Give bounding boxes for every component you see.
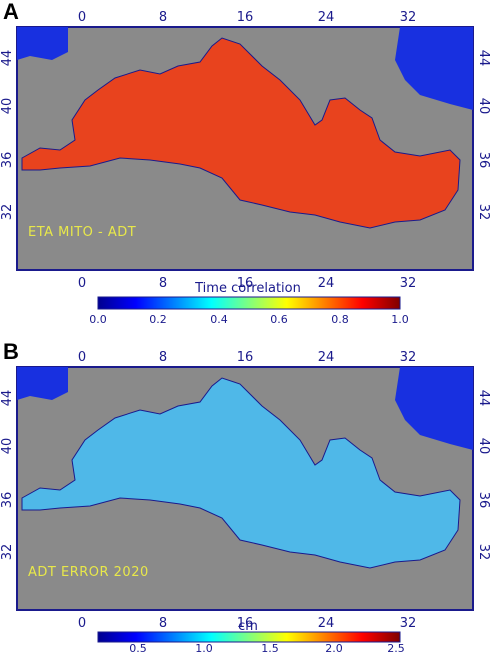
lat-tick: 32	[476, 204, 491, 221]
colorbar-tick: 2.5	[387, 642, 405, 653]
lon-tick: 24	[318, 350, 335, 365]
lat-ticks-right-a: 44 40 36 32	[476, 50, 491, 221]
lat-tick: 36	[476, 152, 491, 169]
lon-tick: 16	[237, 10, 254, 25]
lat-tick: 44	[0, 390, 15, 407]
colorbar-tick: 0.6	[270, 313, 288, 326]
lon-ticks-top-b: 0 8 16 24 32	[78, 350, 416, 365]
lat-tick: 32	[0, 544, 15, 561]
lat-tick: 44	[476, 50, 491, 67]
black-sea-b	[395, 367, 473, 450]
lon-tick: 0	[78, 350, 86, 365]
panel-b: B	[0, 339, 491, 653]
lat-tick: 40	[476, 438, 491, 455]
colorbar-b: cm 0.5 1.0 1.5 2.0 2.5	[97, 619, 405, 653]
colorbar-tick: 0.2	[149, 313, 167, 326]
colorbar-title-a: Time correlation	[194, 281, 301, 296]
panel-letter-b: B	[3, 339, 19, 364]
lon-tick: 32	[400, 350, 417, 365]
lon-ticks-top-a: 0 8 16 24 32	[78, 10, 416, 25]
lon-tick: 16	[237, 276, 254, 291]
colorbar-title-b: cm	[238, 619, 258, 634]
lon-tick: 0	[78, 616, 86, 631]
lat-tick: 36	[0, 152, 15, 169]
lon-tick: 32	[400, 10, 417, 25]
atlantic-patch-a	[17, 27, 68, 60]
lon-tick: 24	[318, 276, 335, 291]
lon-tick: 8	[159, 616, 167, 631]
colorbar-tick: 1.0	[391, 313, 409, 326]
inset-label-a: ETA MITO - ADT	[28, 225, 136, 240]
lat-tick: 40	[476, 98, 491, 115]
colorbar-tick: 1.5	[261, 642, 279, 653]
colorbar-tick: 0.0	[89, 313, 107, 326]
lat-tick: 36	[0, 492, 15, 509]
panel-letter-a: A	[3, 0, 19, 24]
lon-tick: 32	[400, 276, 417, 291]
colorbar-a: Time correlation 0.0 0.2 0.4 0.6 0.8 1.0	[89, 281, 409, 326]
lon-tick: 0	[78, 276, 86, 291]
lat-tick: 40	[0, 438, 15, 455]
colorbar-tick: 0.8	[331, 313, 349, 326]
lat-ticks-left-b: 44 40 36 32	[0, 390, 15, 561]
atlantic-patch-b	[17, 367, 68, 400]
colorbar-tick: 0.4	[210, 313, 228, 326]
colorbar-tick: 0.5	[129, 642, 147, 653]
lon-tick: 16	[237, 616, 254, 631]
colorbar-tick: 2.0	[325, 642, 343, 653]
colorbar-bar-b	[97, 631, 401, 643]
lat-ticks-right-b: 44 40 36 32	[476, 390, 491, 561]
lon-tick: 24	[318, 616, 335, 631]
lon-tick: 0	[78, 10, 86, 25]
colorbar-tick: 1.0	[195, 642, 213, 653]
lat-tick: 44	[476, 390, 491, 407]
lon-tick: 8	[159, 276, 167, 291]
panel-a: A	[0, 0, 491, 326]
lon-tick: 16	[237, 350, 254, 365]
lat-ticks-left-a: 44 40 36 32	[0, 50, 15, 221]
lon-tick: 32	[400, 616, 417, 631]
lat-tick: 36	[476, 492, 491, 509]
lon-ticks-bottom-a: 0 8 16 24 32	[78, 276, 416, 291]
lon-tick: 8	[159, 10, 167, 25]
lon-ticks-bottom-b: 0 8 16 24 32	[78, 616, 416, 631]
lat-tick: 40	[0, 98, 15, 115]
inset-label-b: ADT ERROR 2020	[28, 565, 149, 580]
lat-tick: 32	[0, 204, 15, 221]
lon-tick: 8	[159, 350, 167, 365]
lon-tick: 24	[318, 10, 335, 25]
lat-tick: 44	[0, 50, 15, 67]
lat-tick: 32	[476, 544, 491, 561]
map-a	[17, 27, 473, 229]
colorbar-bar-a	[97, 296, 401, 310]
black-sea-a	[395, 27, 473, 110]
map-b	[17, 367, 473, 569]
